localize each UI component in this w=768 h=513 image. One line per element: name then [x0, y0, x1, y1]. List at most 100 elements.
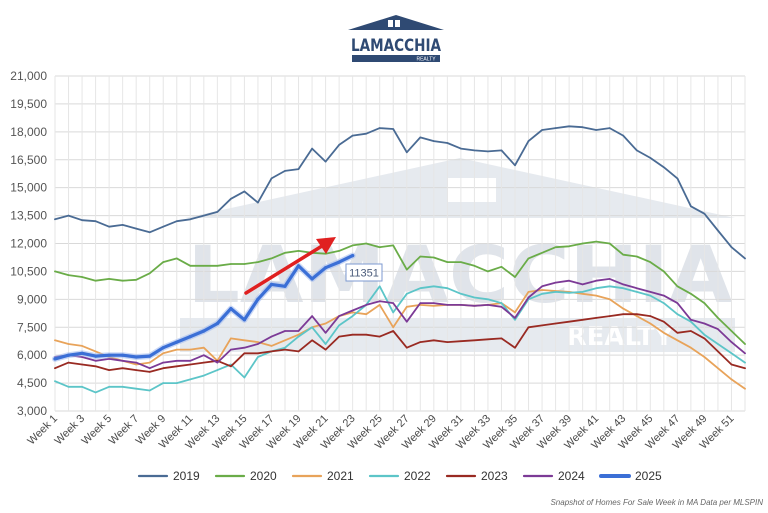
data-point: [446, 341, 449, 343]
data-point: [744, 361, 746, 364]
data-point: [554, 291, 557, 293]
data-point: [94, 365, 97, 368]
data-point: [243, 352, 246, 355]
data-point: [229, 307, 233, 311]
data-point: [230, 337, 232, 340]
data-point: [108, 369, 110, 371]
data-point: [663, 294, 665, 297]
data-point: [581, 291, 584, 293]
data-point: [568, 125, 570, 128]
value-callout-label: 11351: [349, 268, 379, 280]
data-point: [203, 214, 205, 217]
data-point: [433, 305, 435, 307]
watermark-name: LAMACCHIA: [188, 231, 733, 321]
y-tick-label: 4,500: [17, 376, 47, 390]
data-point: [351, 134, 354, 137]
data-point: [419, 287, 422, 290]
watermark-window-icon: [448, 178, 496, 202]
legend-item-2021: 2021: [291, 469, 354, 483]
data-point: [270, 257, 273, 260]
legend-item-2022: 2022: [368, 469, 431, 483]
data-point: [378, 335, 381, 338]
data-point: [730, 363, 733, 366]
data-point: [608, 278, 611, 280]
data-point: [690, 320, 692, 323]
data-point: [337, 260, 341, 264]
data-point: [121, 224, 124, 226]
data-point: [53, 357, 57, 361]
logo-name: LAMACCHIA: [351, 36, 442, 56]
data-point: [338, 324, 340, 327]
data-point: [514, 311, 516, 314]
data-point: [392, 244, 395, 247]
data-point: [108, 358, 110, 360]
data-point: [338, 315, 340, 317]
data-point: [636, 291, 638, 293]
data-point: [649, 157, 652, 159]
y-tick-label: 6,000: [17, 348, 47, 362]
data-point: [392, 128, 395, 130]
data-point: [351, 333, 354, 336]
legend: 2019 2020 2021 2022 2023 2024 2025: [137, 469, 662, 483]
data-point: [663, 166, 665, 168]
legend-item-2023: 2023: [445, 469, 508, 483]
data-point: [487, 150, 489, 153]
data-point: [148, 367, 151, 370]
data-point: [663, 302, 665, 304]
series-2024: [54, 277, 746, 370]
data-point: [595, 287, 597, 290]
data-point: [67, 214, 70, 217]
data-point: [135, 363, 137, 366]
data-point: [176, 348, 178, 351]
data-point: [568, 279, 570, 282]
data-point: [636, 149, 638, 152]
data-point: [351, 311, 354, 314]
data-point: [514, 317, 516, 319]
data-point: [527, 291, 530, 293]
data-point: [135, 279, 137, 281]
data-point: [622, 313, 624, 316]
data-point: [568, 292, 570, 294]
data-point: [460, 304, 462, 306]
data-point: [460, 293, 462, 295]
data-point: [351, 244, 354, 247]
data-point: [500, 302, 503, 304]
data-point: [595, 317, 597, 319]
legend-label: 2019: [173, 469, 200, 483]
data-point: [121, 279, 124, 282]
series-line: [54, 240, 746, 345]
data-point: [54, 380, 56, 383]
data-point: [500, 306, 503, 308]
data-point: [134, 355, 138, 359]
data-point: [406, 306, 408, 308]
data-point: [108, 278, 110, 280]
data-point: [446, 261, 449, 263]
data-point: [419, 341, 422, 343]
data-point: [581, 126, 584, 128]
data-point: [649, 322, 652, 325]
data-point: [203, 346, 205, 349]
data-point: [703, 337, 706, 340]
data-point: [243, 190, 246, 193]
series-2019: [54, 125, 746, 260]
data-point: [107, 353, 111, 357]
data-point: [297, 330, 300, 332]
value-callout-box: [345, 263, 383, 282]
data-point: [54, 218, 56, 221]
series-2025: [52, 252, 356, 362]
data-point: [135, 361, 137, 364]
series-line: [54, 125, 746, 260]
data-point: [730, 246, 733, 248]
legend-label: 2024: [558, 469, 585, 483]
data-point: [392, 330, 395, 332]
data-point: [406, 320, 408, 323]
data-point: [717, 343, 719, 345]
data-point: [351, 309, 354, 312]
data-point: [581, 242, 584, 245]
data-point: [581, 293, 584, 295]
legend-label: 2021: [327, 469, 354, 483]
data-point: [378, 285, 381, 288]
data-point: [622, 307, 624, 310]
data-point: [67, 386, 70, 388]
